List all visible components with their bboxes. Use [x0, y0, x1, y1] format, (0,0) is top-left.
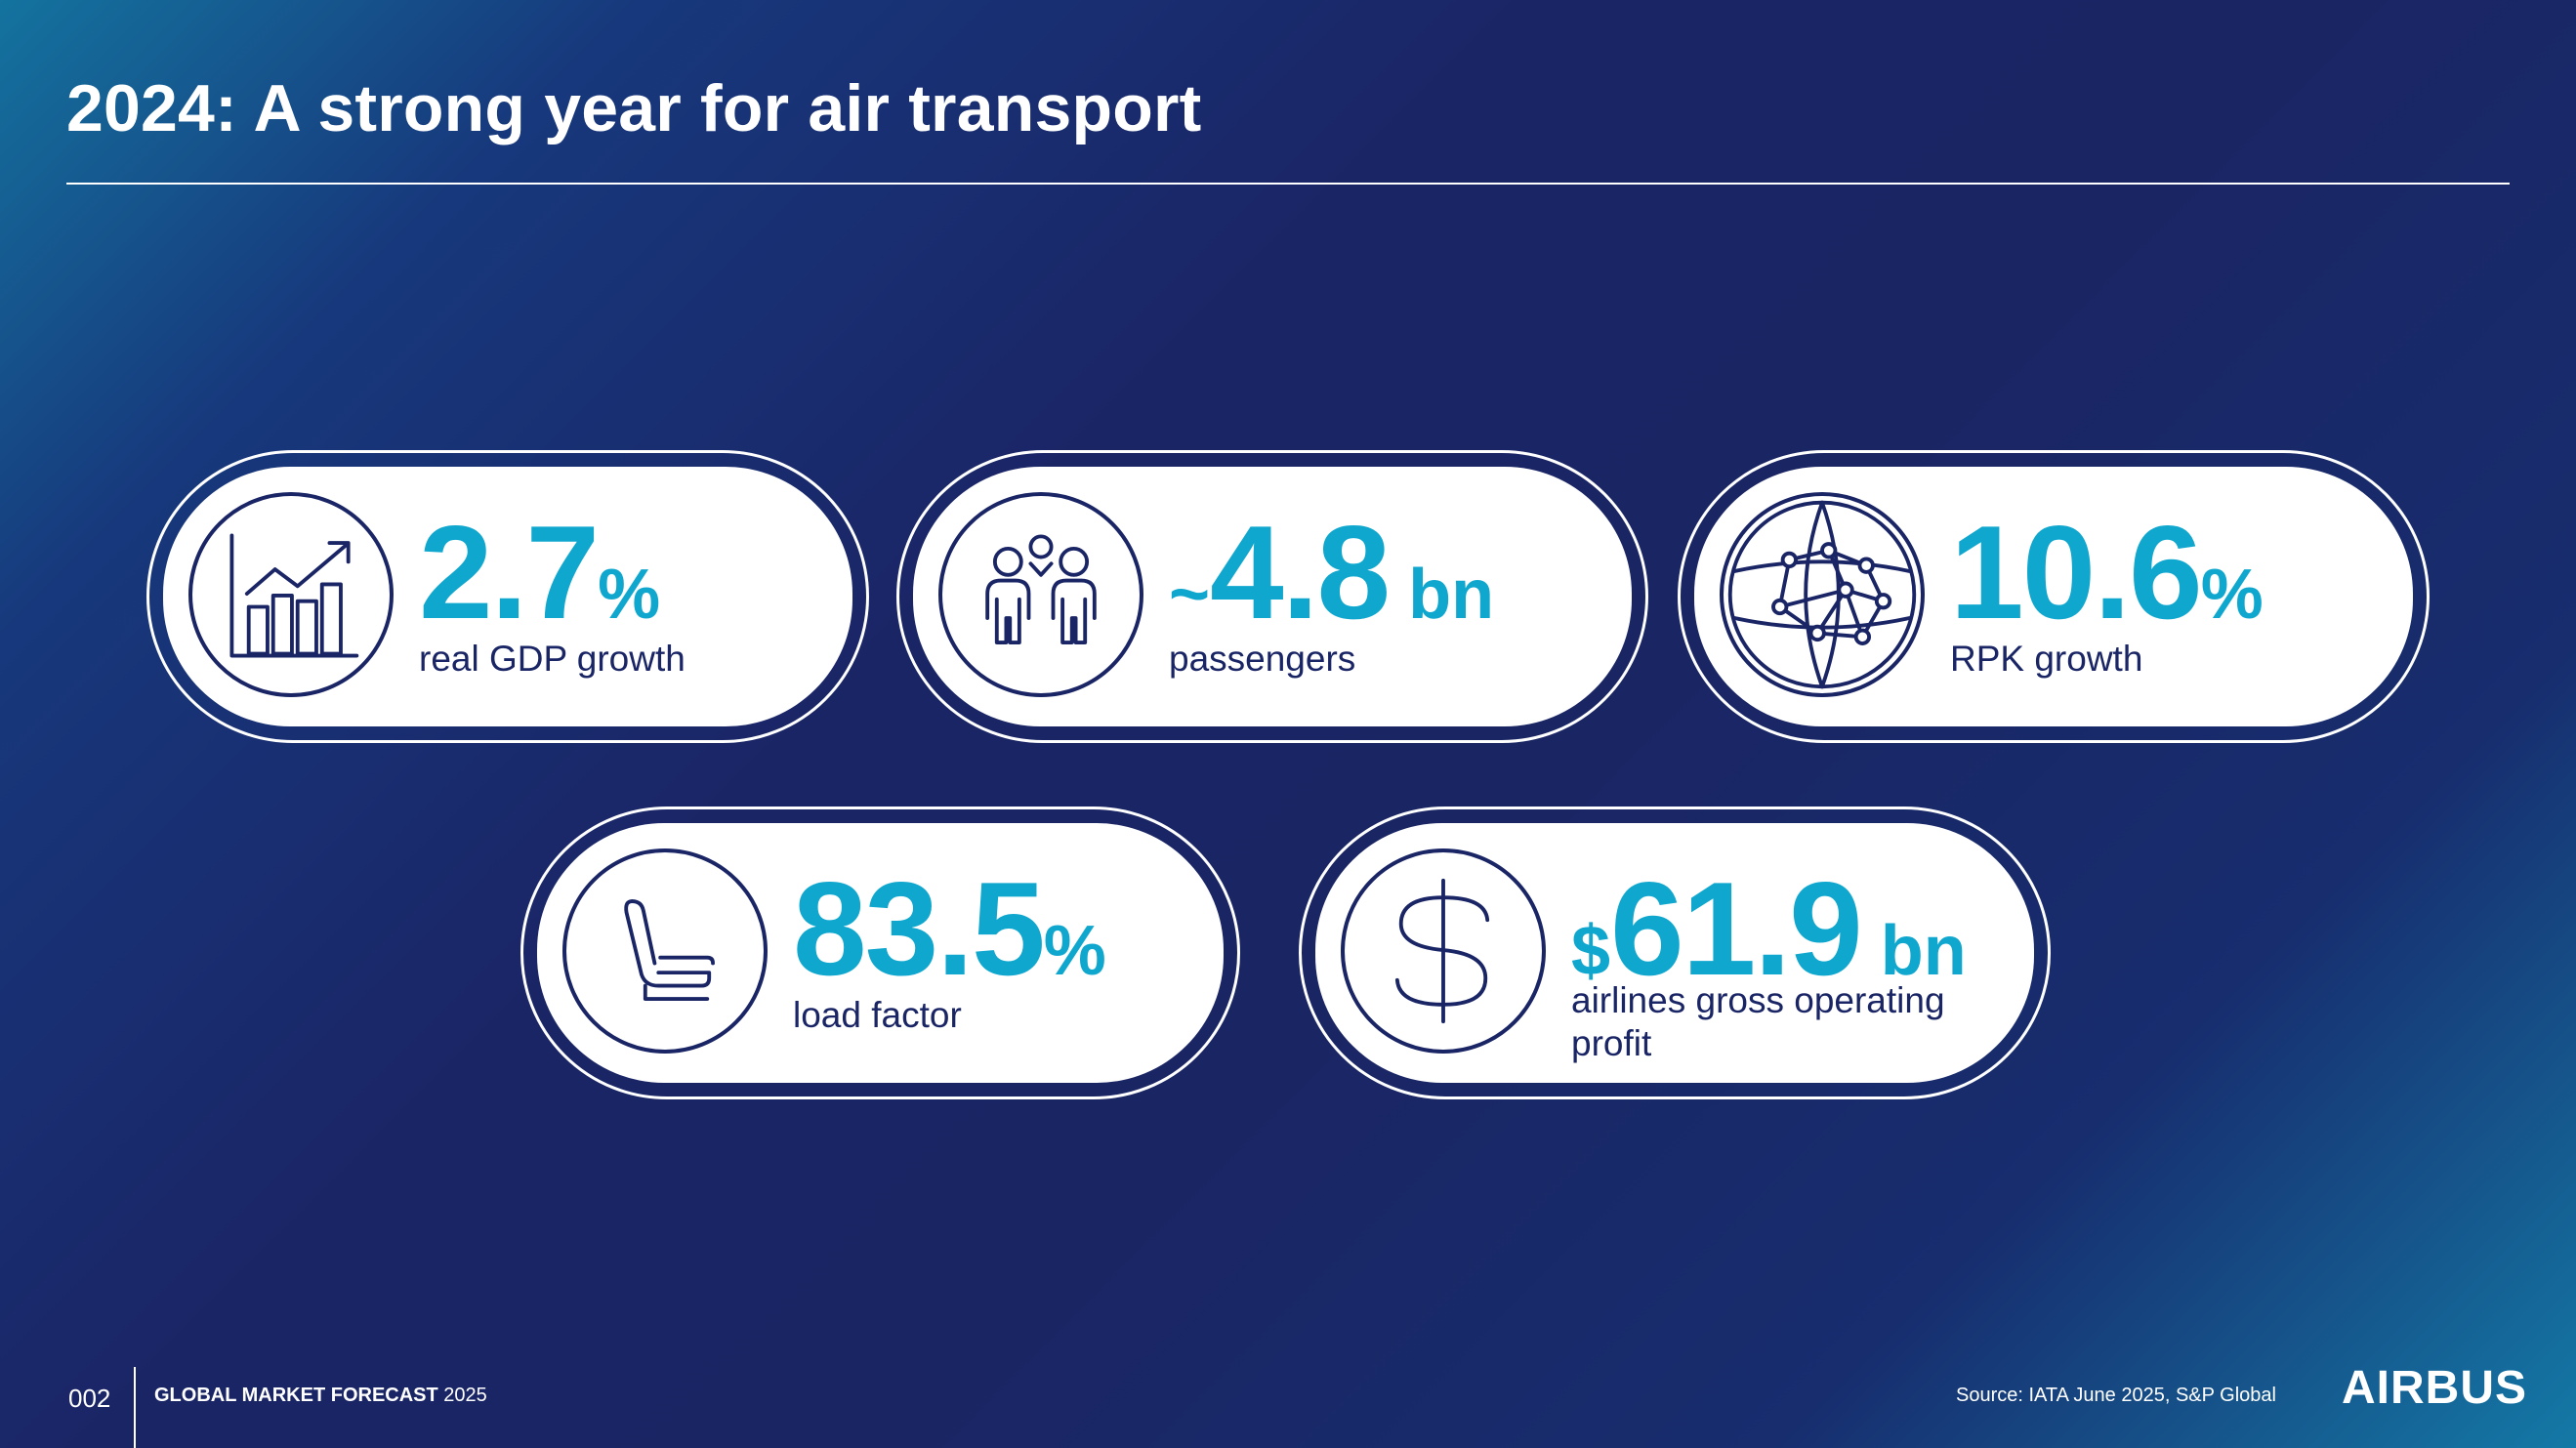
footer-divider	[134, 1367, 136, 1448]
airbus-logo: AIRBUS	[2341, 1362, 2527, 1414]
document-title-bold: GLOBAL MARKET FORECAST	[154, 1385, 438, 1406]
kpi-figure: $61.9 bn	[1571, 862, 1967, 995]
globe-network-icon	[1720, 492, 1925, 697]
kpi-load-factor: 83.5% load factor	[520, 807, 1240, 1099]
slide-title: 2024: A strong year for air transport	[66, 71, 1202, 145]
kpi-value: 4.8	[1210, 498, 1391, 646]
kpi-value: 83.5	[793, 854, 1046, 1003]
document-title: GLOBAL MARKET FORECAST 2025	[154, 1385, 487, 1407]
kpi-value: 10.6	[1950, 498, 2203, 646]
seat-icon	[562, 848, 768, 1054]
source-note: Source: IATA June 2025, S&P Global	[1956, 1385, 2276, 1406]
kpi-passengers: ~4.8 bn passengers	[896, 450, 1648, 743]
kpi-unit: %	[1043, 912, 1106, 990]
kpi-prefix: ~	[1169, 556, 1211, 634]
kpi-unit: bn	[1860, 912, 1967, 990]
dollar-icon	[1341, 848, 1546, 1054]
kpi-label: RPK growth	[1950, 639, 2143, 679]
kpi-figure: 83.5%	[793, 862, 1106, 995]
kpi-figure: ~4.8 bn	[1169, 506, 1494, 639]
kpi-unit: %	[2200, 556, 2264, 634]
document-year: 2025	[443, 1385, 487, 1406]
kpi-label: passengers	[1169, 639, 1356, 679]
kpi-unit: %	[598, 556, 661, 634]
growth-chart-icon	[188, 492, 394, 697]
passengers-icon	[938, 492, 1143, 697]
kpi-label: real GDP growth	[419, 639, 686, 679]
page-number: 002	[68, 1384, 111, 1413]
kpi-figure: 2.7%	[419, 506, 660, 639]
kpi-figure: 10.6%	[1950, 506, 2264, 639]
kpi-label: load factor	[793, 995, 962, 1035]
kpi-gdp-growth: 2.7% real GDP growth	[146, 450, 869, 743]
kpi-value: 2.7	[419, 498, 600, 646]
kpi-operating-profit: $61.9 bn airlines gross operating profit	[1299, 807, 2051, 1099]
kpi-label: airlines gross operating profit	[1571, 980, 1945, 1064]
kpi-rpk-growth: 10.6% RPK growth	[1678, 450, 2430, 743]
kpi-unit: bn	[1389, 556, 1495, 634]
title-divider	[66, 183, 2510, 185]
kpi-prefix: $	[1571, 912, 1611, 990]
kpi-value: 61.9	[1610, 854, 1863, 1003]
